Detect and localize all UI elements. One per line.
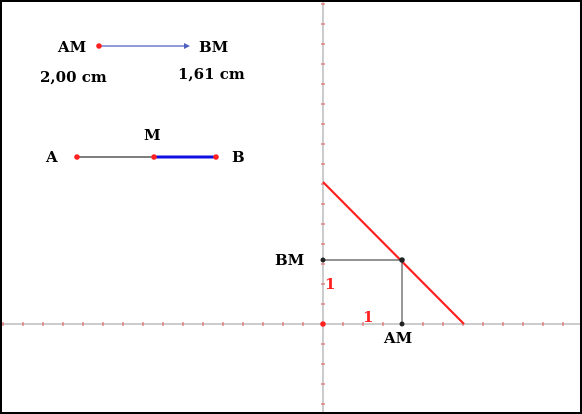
graph-bm-label: BM (275, 251, 304, 269)
locus-graph: BM AM 1 1 (275, 181, 465, 347)
point-a[interactable] (74, 154, 80, 160)
graph-am-label: AM (383, 329, 412, 347)
unit-y-label: 1 (325, 275, 335, 293)
am-axis-point (399, 321, 405, 327)
measure-bm-value: 1,61 cm (178, 65, 245, 83)
point-b[interactable] (213, 154, 219, 160)
measure-am-value: 2,00 cm (40, 68, 107, 86)
locus-point[interactable] (399, 257, 405, 263)
point-m[interactable] (151, 154, 157, 160)
point-m-label: M (144, 126, 161, 144)
measure-widget: AM BM 2,00 cm 1,61 cm (40, 38, 245, 86)
measure-arrow-head (184, 43, 190, 49)
point-a-label: A (45, 148, 58, 166)
locus-line (322, 181, 465, 325)
segment-ab: A M B (45, 126, 245, 166)
measure-bm-label: BM (199, 38, 228, 56)
measure-am-label: AM (57, 38, 86, 56)
point-b-label: B (232, 148, 245, 166)
origin-point (320, 321, 326, 327)
bm-axis-point (320, 257, 326, 263)
unit-x-label: 1 (363, 308, 373, 326)
measure-am-point[interactable] (96, 43, 102, 49)
